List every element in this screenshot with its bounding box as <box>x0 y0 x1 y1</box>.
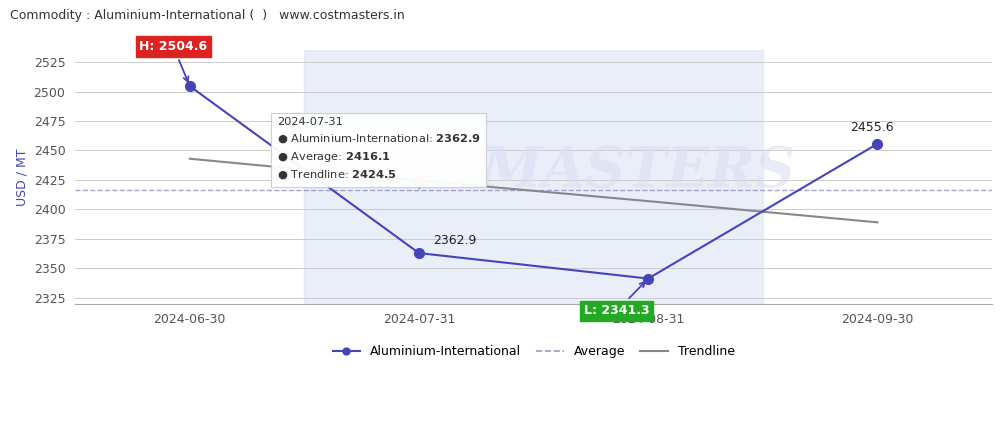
Text: 2362.9: 2362.9 <box>433 234 476 247</box>
Bar <box>304 50 762 304</box>
Text: L: 2341.3: L: 2341.3 <box>584 282 650 317</box>
Text: COSTMASTERS: COSTMASTERS <box>308 145 796 199</box>
Y-axis label: USD / MT: USD / MT <box>15 148 28 206</box>
Text: Commodity : Aluminium-International (  )   www.costmasters.in: Commodity : Aluminium-International ( ) … <box>10 9 405 22</box>
Text: 2455.6: 2455.6 <box>850 122 893 135</box>
Text: 2024-07-31
● Aluminium-International: $\bf{2362.9}$
● Average: $\bf{2416.1}$
● T: 2024-07-31 ● Aluminium-International: $\… <box>277 118 480 181</box>
Text: H: 2504.6: H: 2504.6 <box>139 40 207 82</box>
Legend: Aluminium-International, Average, Trendline: Aluminium-International, Average, Trendl… <box>327 340 739 363</box>
